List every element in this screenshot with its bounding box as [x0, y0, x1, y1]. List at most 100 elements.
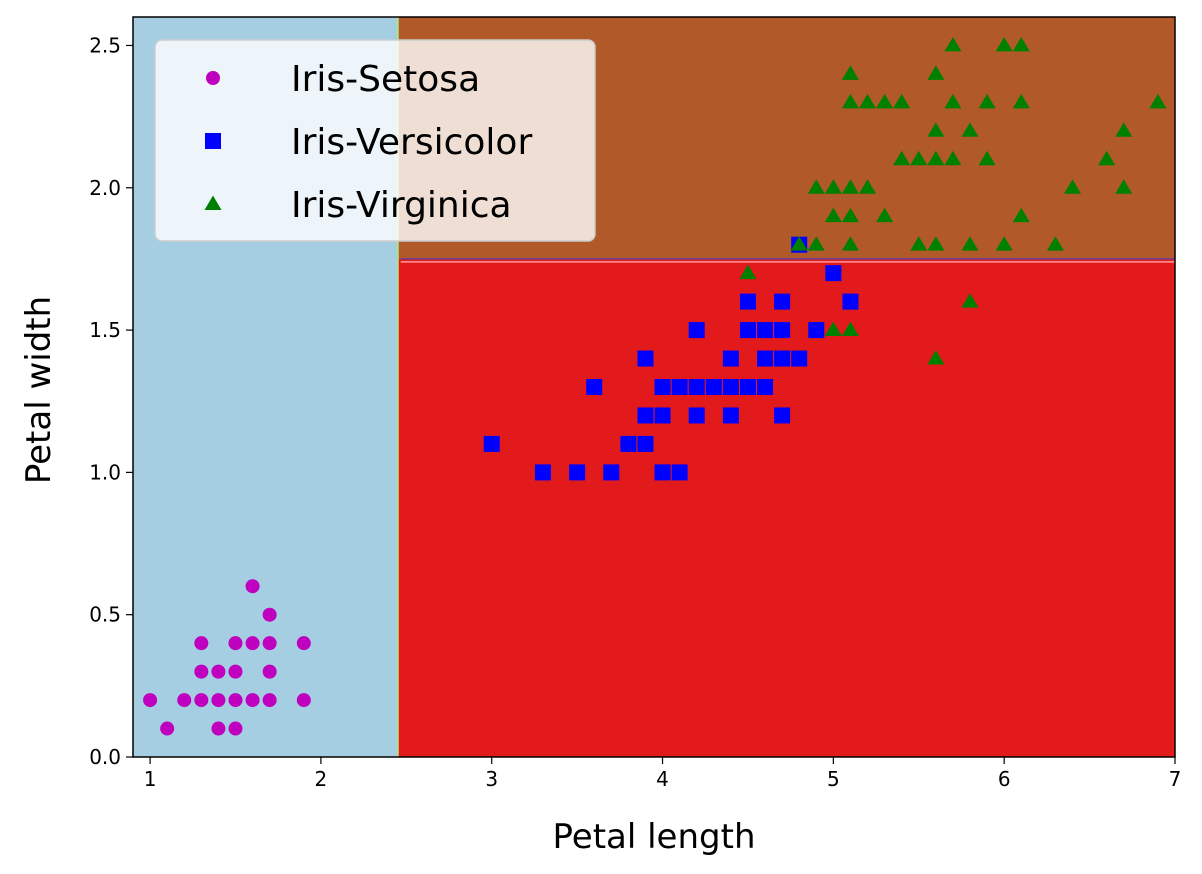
iris-versicolor-point: [774, 293, 791, 310]
iris-setosa-point: [211, 693, 226, 708]
iris-virginica-point: [1012, 93, 1030, 109]
iris-versicolor-point: [603, 464, 620, 481]
legend-iris-versicolor-marker: [205, 133, 221, 149]
data-points: [143, 36, 1167, 736]
iris-setosa-point: [245, 636, 260, 651]
x-tick-label: 6: [998, 767, 1011, 791]
iris-setosa-point: [228, 693, 243, 708]
legend-iris-setosa-marker: [206, 71, 220, 85]
x-tick-label: 7: [1169, 767, 1182, 791]
iris-setosa-point: [245, 579, 260, 594]
iris-versicolor-point: [774, 322, 791, 339]
x-tick-label: 1: [144, 767, 157, 791]
legend-iris-setosa-label: Iris-Setosa: [291, 59, 480, 100]
iris-versicolor-point: [757, 322, 774, 339]
iris-virginica-point: [859, 93, 877, 109]
iris-setosa-point: [262, 693, 277, 708]
iris-virginica-point: [1046, 236, 1064, 251]
iris-virginica-point: [927, 65, 945, 80]
iris-versicolor-point: [654, 379, 671, 395]
y-tick-label: 1.5: [89, 318, 121, 342]
iris-versicolor-point: [483, 435, 500, 452]
iris-virginica-point: [944, 150, 962, 166]
iris-versicolor-point: [791, 350, 808, 367]
iris-setosa-point: [211, 664, 226, 679]
iris-versicolor-point: [808, 322, 825, 339]
x-tick-label: 4: [656, 767, 669, 791]
y-tick-label: 2.5: [89, 33, 121, 57]
iris-virginica-point: [1012, 36, 1030, 52]
iris-versicolor-point: [654, 407, 671, 424]
iris-versicolor-point: [586, 379, 603, 395]
iris-setosa-point: [245, 693, 260, 708]
iris-virginica-point: [1098, 150, 1116, 166]
iris-virginica-point: [995, 236, 1013, 251]
x-tick-label: 2: [315, 767, 328, 791]
iris-virginica-point: [944, 36, 962, 52]
iris-versicolor-point: [688, 322, 705, 339]
iris-virginica-point: [944, 93, 962, 109]
iris-virginica-point: [807, 179, 825, 194]
iris-versicolor-point: [739, 293, 756, 310]
legend-iris-virginica-label: Iris-Virginica: [291, 185, 512, 226]
iris-versicolor-point: [774, 407, 791, 424]
iris-versicolor-point: [739, 379, 756, 395]
iris-virginica-point: [961, 122, 979, 137]
y-tick-label: 0.0: [89, 745, 121, 769]
iris-virginica-point: [893, 150, 911, 166]
iris-virginica-point: [1115, 122, 1133, 137]
iris-setosa-point: [296, 636, 311, 651]
plot-frame: [132, 16, 1176, 758]
iris-versicolor-point: [671, 379, 688, 395]
iris-setosa-point: [194, 693, 209, 708]
iris-virginica-point: [927, 150, 945, 166]
iris-setosa-point: [177, 693, 192, 708]
iris-setosa-point: [262, 664, 277, 679]
iris-versicolor-point: [774, 350, 791, 367]
iris-versicolor-point: [705, 379, 722, 395]
iris-setosa-point: [143, 693, 158, 708]
iris-setosa-point: [211, 721, 226, 736]
y-tick-label: 1.0: [89, 460, 121, 484]
legend-box: [154, 39, 596, 242]
y-tick-label: 2.0: [89, 176, 121, 200]
iris-virginica-point: [893, 93, 911, 109]
iris-versicolor-point: [637, 350, 654, 367]
iris-virginica-point: [859, 179, 877, 194]
iris-setosa-point: [228, 721, 243, 736]
iris-virginica-point: [824, 321, 842, 337]
iris-virginica-point: [927, 122, 945, 137]
iris-versicolor-point: [637, 407, 654, 424]
x-axis-label: Petal length: [552, 817, 755, 857]
iris-versicolor-point: [637, 435, 654, 452]
iris-virginica-point: [1149, 93, 1167, 109]
x-tick-label: 5: [827, 767, 840, 791]
iris-virginica-point: [876, 93, 894, 109]
iris-versicolor-point: [739, 322, 756, 339]
iris-virginica-point: [978, 150, 996, 166]
iris-versicolor-point: [722, 350, 739, 367]
iris-versicolor-point: [569, 464, 586, 481]
iris-setosa-point: [228, 636, 243, 651]
iris-virginica-point: [978, 93, 996, 109]
iris-virginica-point: [1064, 179, 1082, 194]
iris-versicolor-point: [620, 435, 637, 452]
legend-iris-versicolor-label: Iris-Versicolor: [291, 122, 532, 163]
iris-versicolor-point: [534, 464, 551, 481]
iris-versicolor-point: [688, 379, 705, 395]
iris-versicolor-point: [688, 407, 705, 424]
x-tick-label: 3: [485, 767, 498, 791]
iris-setosa-point: [262, 607, 277, 622]
iris-versicolor-point: [757, 350, 774, 367]
iris-virginica-point: [927, 236, 945, 251]
iris-virginica-point: [910, 150, 928, 166]
iris-virginica-point: [1115, 179, 1133, 194]
x-axis-ticks: 1 2 3 4 5 6 7: [144, 757, 1182, 791]
iris-setosa-point: [160, 721, 175, 736]
iris-virginica-point: [995, 36, 1013, 52]
iris-virginica-point: [824, 207, 842, 223]
iris-versicolor-point: [842, 293, 859, 310]
y-tick-label: 0.5: [89, 603, 121, 627]
iris-virginica-point: [841, 236, 859, 251]
